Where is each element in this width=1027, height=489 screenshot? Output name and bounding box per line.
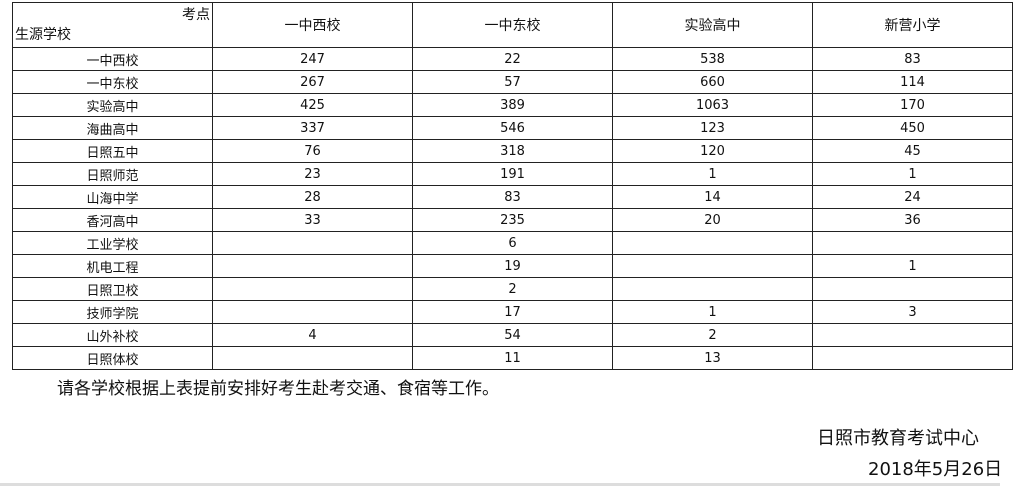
- table-row: 日照卫校 2: [12, 277, 1013, 301]
- count-cell: 2: [412, 277, 613, 301]
- table-row: 技师学院 17 1 3: [12, 300, 1013, 324]
- table-row: 一中西校 247 22 538 83: [12, 47, 1013, 71]
- count-cell: [212, 300, 413, 324]
- source-school: 机电工程: [12, 254, 213, 278]
- count-cell: [212, 277, 413, 301]
- count-cell: 22: [412, 47, 613, 71]
- count-cell: [212, 231, 413, 255]
- count-cell: [612, 277, 813, 301]
- table-row: 海曲高中 337 546 123 450: [12, 116, 1013, 140]
- count-cell: 33: [212, 208, 413, 232]
- count-cell: 191: [412, 162, 613, 186]
- count-cell: [212, 254, 413, 278]
- column-header: 实验高中: [612, 2, 813, 48]
- count-cell: 660: [612, 70, 813, 94]
- count-cell: 83: [412, 185, 613, 209]
- table-row: 山海中学 28 83 14 24: [12, 185, 1013, 209]
- column-header: 新营小学: [812, 2, 1013, 48]
- source-school: 一中西校: [12, 47, 213, 71]
- count-cell: [812, 346, 1013, 370]
- source-school: 日照师范: [12, 162, 213, 186]
- exam-allocation-table: 考点 生源学校 一中西校 一中东校 实验高中 新营小学 一中西校 247 22 538 8…: [12, 2, 1013, 370]
- count-cell: 1: [612, 300, 813, 324]
- count-cell: 19: [412, 254, 613, 278]
- count-cell: 267: [212, 70, 413, 94]
- source-school: 日照卫校: [12, 277, 213, 301]
- count-cell: 57: [412, 70, 613, 94]
- count-cell: 114: [812, 70, 1013, 94]
- count-cell: 170: [812, 93, 1013, 117]
- source-school: 海曲高中: [12, 116, 213, 140]
- count-cell: [812, 277, 1013, 301]
- count-cell: 337: [212, 116, 413, 140]
- source-school: 山海中学: [12, 185, 213, 209]
- table-row: 日照体校 11 13: [12, 346, 1013, 370]
- source-school: 一中东校: [12, 70, 213, 94]
- count-cell: [212, 346, 413, 370]
- count-cell: 45: [812, 139, 1013, 163]
- count-cell: 24: [812, 185, 1013, 209]
- count-cell: [612, 231, 813, 255]
- count-cell: 17: [412, 300, 613, 324]
- divider: [0, 483, 1000, 486]
- count-cell: 4: [212, 323, 413, 347]
- count-cell: [812, 323, 1013, 347]
- source-school: 香河高中: [12, 208, 213, 232]
- count-cell: 83: [812, 47, 1013, 71]
- count-cell: 11: [412, 346, 613, 370]
- table-row: 山外补校 4 54 2: [12, 323, 1013, 347]
- count-cell: 123: [612, 116, 813, 140]
- count-cell: 76: [212, 139, 413, 163]
- source-school: 日照五中: [12, 139, 213, 163]
- date: 2018年5月26日: [868, 459, 1003, 480]
- corner-bottom: 生源学校: [15, 27, 71, 43]
- count-cell: 1063: [612, 93, 813, 117]
- count-cell: 2: [612, 323, 813, 347]
- table-row: 日照师范 23 191 1 1: [12, 162, 1013, 186]
- table-row: 机电工程 19 1: [12, 254, 1013, 278]
- source-school: 日照体校: [12, 346, 213, 370]
- count-cell: 1: [612, 162, 813, 186]
- table-row: 日照五中 76 318 120 45: [12, 139, 1013, 163]
- note-text: 请各学校根据上表提前安排好考生赴考交通、食宿等工作。: [57, 379, 499, 399]
- source-school: 山外补校: [12, 323, 213, 347]
- corner-cell: 考点生源学校: [12, 2, 213, 48]
- count-cell: 54: [412, 323, 613, 347]
- count-cell: 1: [812, 162, 1013, 186]
- count-cell: 28: [212, 185, 413, 209]
- table-row: 实验高中 425 389 1063 170: [12, 93, 1013, 117]
- count-cell: 247: [212, 47, 413, 71]
- count-cell: 120: [612, 139, 813, 163]
- count-cell: 1: [812, 254, 1013, 278]
- table-row: 工业学校 6: [12, 231, 1013, 255]
- count-cell: 235: [412, 208, 613, 232]
- count-cell: 14: [612, 185, 813, 209]
- count-cell: 425: [212, 93, 413, 117]
- signature: 日照市教育考试中心: [817, 428, 979, 449]
- count-cell: 20: [612, 208, 813, 232]
- count-cell: 13: [612, 346, 813, 370]
- count-cell: 538: [612, 47, 813, 71]
- count-cell: 450: [812, 116, 1013, 140]
- table-row: 香河高中 33 235 20 36: [12, 208, 1013, 232]
- count-cell: [812, 231, 1013, 255]
- count-cell: 389: [412, 93, 613, 117]
- count-cell: 546: [412, 116, 613, 140]
- count-cell: 6: [412, 231, 613, 255]
- header-row: 考点生源学校 一中西校 一中东校 实验高中 新营小学: [12, 2, 1013, 48]
- count-cell: 36: [812, 208, 1013, 232]
- corner-top: 考点: [182, 7, 210, 23]
- count-cell: 3: [812, 300, 1013, 324]
- count-cell: 318: [412, 139, 613, 163]
- source-school: 工业学校: [12, 231, 213, 255]
- table-row: 一中东校 267 57 660 114: [12, 70, 1013, 94]
- column-header: 一中东校: [412, 2, 613, 48]
- source-school: 技师学院: [12, 300, 213, 324]
- source-school: 实验高中: [12, 93, 213, 117]
- count-cell: 23: [212, 162, 413, 186]
- count-cell: [612, 254, 813, 278]
- column-header: 一中西校: [212, 2, 413, 48]
